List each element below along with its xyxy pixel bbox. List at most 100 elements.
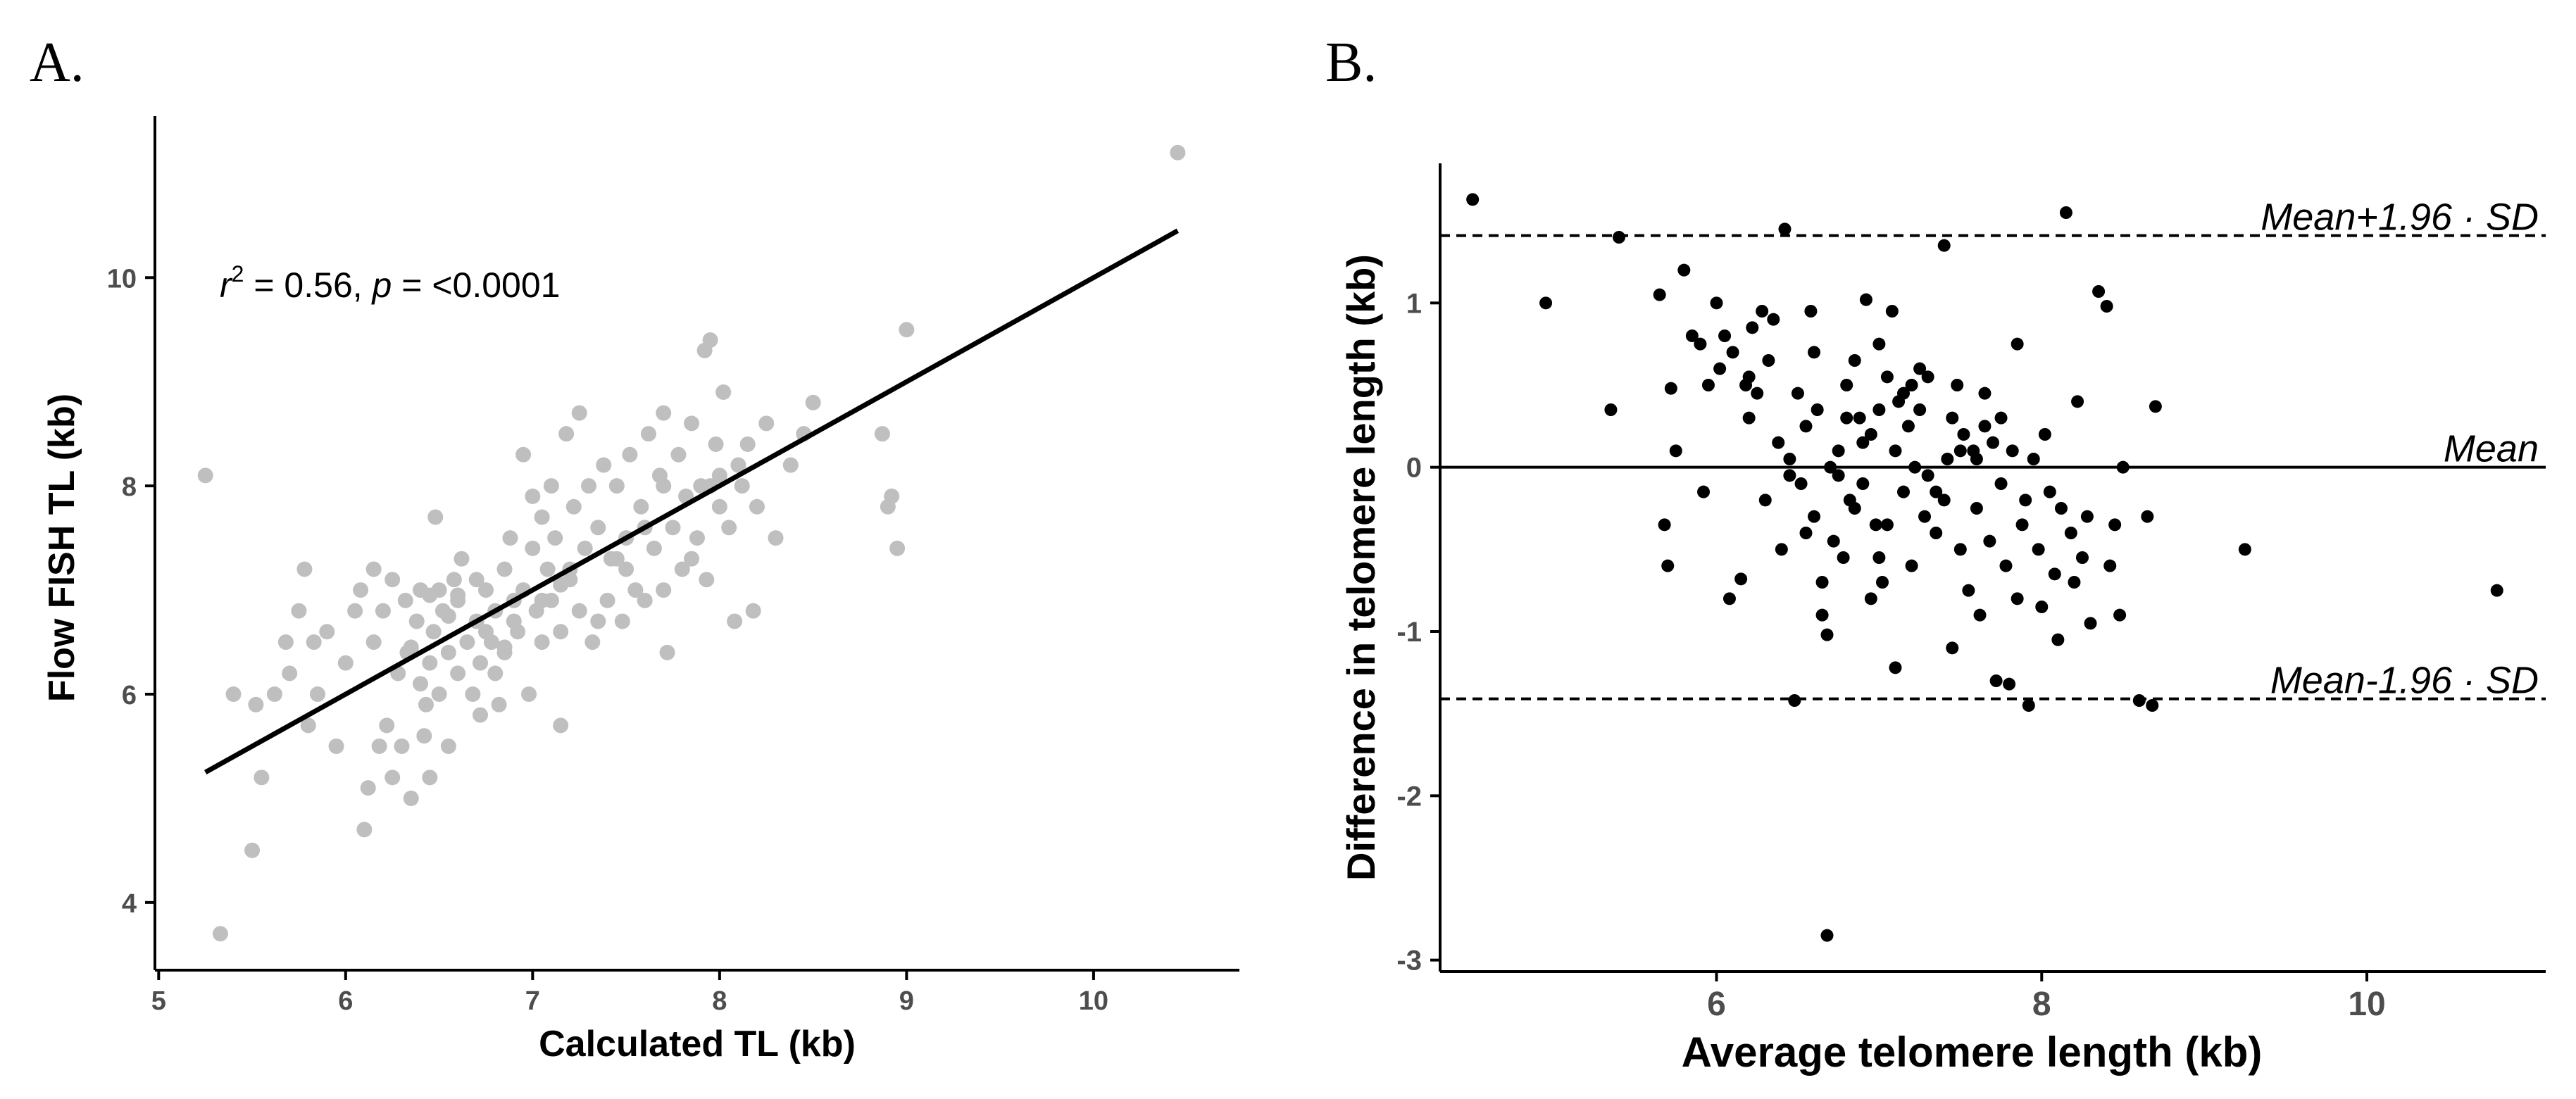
panel-b-point	[1794, 477, 1808, 490]
panel-a-point	[584, 634, 601, 651]
panel-a-point	[525, 540, 541, 556]
panel-a-point	[440, 608, 456, 624]
panel-a-point	[599, 592, 615, 608]
panel-b-point	[2032, 543, 2045, 556]
panel-b-point	[2103, 559, 2117, 572]
panel-b-point	[2064, 527, 2077, 539]
panel-b-x-ticks: 6 8 10	[1707, 972, 2386, 1023]
panel-b-point	[2116, 460, 2130, 474]
panel-b-point	[1783, 469, 1796, 482]
panel-a-label: A.	[30, 32, 85, 94]
panel-b-point	[1791, 387, 1804, 400]
panel-b-point	[1742, 370, 1756, 384]
panel-a-y-ticks: 4 6 8 10	[107, 264, 155, 919]
panel-a-point	[397, 592, 413, 608]
panel-b-point	[1864, 592, 1877, 605]
panel-a-point	[450, 665, 466, 682]
panel-b-point	[1962, 584, 1975, 597]
panel-b-point	[1869, 518, 1882, 532]
panel-a-point	[768, 530, 784, 546]
panel-a-point	[300, 717, 316, 734]
panel-b-point	[1999, 559, 2013, 572]
panel-b-point	[2015, 518, 2029, 532]
panel-b-point	[1697, 485, 1711, 498]
panel-a-point	[565, 498, 582, 515]
panel-a-point	[496, 639, 513, 655]
panel-a-point	[296, 561, 313, 577]
panel-b-point	[1908, 460, 1922, 474]
panel-a-point	[422, 587, 438, 603]
panel-b-point	[1799, 420, 1813, 433]
panel-b-y-tick-label: 1	[1406, 288, 1422, 319]
panel-b-point	[1840, 411, 1853, 425]
panel-a-point	[248, 696, 264, 712]
panel-b-point	[1856, 436, 1870, 449]
panel-a-point	[266, 686, 282, 702]
panel-a-point	[618, 561, 634, 577]
panel-b-point	[1973, 608, 1987, 622]
panel-a-point	[450, 587, 466, 603]
panel-b-point	[1694, 337, 1707, 351]
panel-a-point	[884, 488, 900, 504]
panel-b-point	[2146, 699, 2159, 712]
panel-b-point	[1913, 362, 1927, 375]
panel-a-point	[282, 665, 298, 682]
panel-a-point	[534, 634, 550, 651]
panel-b-point	[1840, 379, 1853, 391]
panel-b-point	[1978, 420, 1992, 433]
r-exponent: 2	[232, 261, 244, 287]
panel-b-point	[1953, 543, 1967, 556]
panel-a-point	[656, 582, 672, 598]
panel-a-point	[353, 582, 369, 598]
panel-b-y-ticks: -3 -2 -1 0 1	[1396, 288, 1440, 976]
panel-b-x-tick-label: 6	[1707, 986, 1726, 1023]
panel-b-y-tick-label: -3	[1396, 946, 1422, 976]
panel-a-point	[465, 686, 481, 702]
panel-a-point	[571, 603, 587, 619]
panel-a-point	[365, 634, 382, 651]
panel-a-point	[384, 572, 401, 588]
panel-b-point	[2075, 551, 2089, 564]
panel-b-point	[2048, 567, 2061, 581]
panel-b-point	[1970, 453, 1983, 465]
panel-a-point	[730, 457, 746, 473]
panel-b-y-tick-label: 0	[1406, 453, 1422, 484]
panel-b-point	[2132, 694, 2146, 707]
panel-b-point	[1983, 534, 1996, 548]
panel-a-point	[721, 520, 737, 536]
panel-b-point	[2068, 576, 2081, 589]
panel-a-point	[656, 478, 672, 494]
panel-a-point	[715, 384, 732, 401]
panel-b-point	[1808, 346, 1821, 359]
panel-b-point	[1734, 572, 1748, 586]
panel-a-point	[889, 540, 906, 556]
panel-a-point	[440, 644, 456, 660]
panel-a-point	[627, 582, 644, 598]
panel-a-point	[347, 603, 363, 619]
panel-a-point	[899, 322, 915, 338]
panel-b-point	[2011, 337, 2024, 351]
panel-b-point	[1864, 428, 1877, 441]
panel-b-point	[1758, 494, 1772, 507]
panel-a-point	[727, 613, 743, 629]
panel-b-point	[2141, 510, 2154, 523]
panel-b-point	[1946, 641, 1959, 655]
panel-b-point	[1978, 387, 1992, 400]
panel-b-point	[1848, 502, 1861, 515]
panel-a-point	[590, 613, 606, 629]
panel-a-point	[422, 655, 438, 671]
panel-b-point	[1751, 387, 1764, 400]
panel-a-point	[277, 634, 294, 651]
panel-b-reference-lines: Mean+1.96 · SD Mean Mean-1.96 · SD	[1440, 196, 2546, 702]
panel-b-point	[1664, 382, 1677, 395]
panel-a: A. 5 6 7 8 9 10 4 6 8 10 Calculated TL (kb) Flow…	[30, 32, 1239, 1065]
panel-a-x-tick-label: 10	[1079, 986, 1108, 1016]
panel-a-x-tick-label: 5	[151, 986, 166, 1016]
panel-b-point	[1941, 453, 1954, 465]
panel-a-point	[590, 520, 606, 536]
panel-a-point	[608, 551, 625, 567]
panel-a-point	[375, 603, 391, 619]
panel-a-point	[577, 540, 593, 556]
panel-b-point	[1951, 379, 1964, 391]
